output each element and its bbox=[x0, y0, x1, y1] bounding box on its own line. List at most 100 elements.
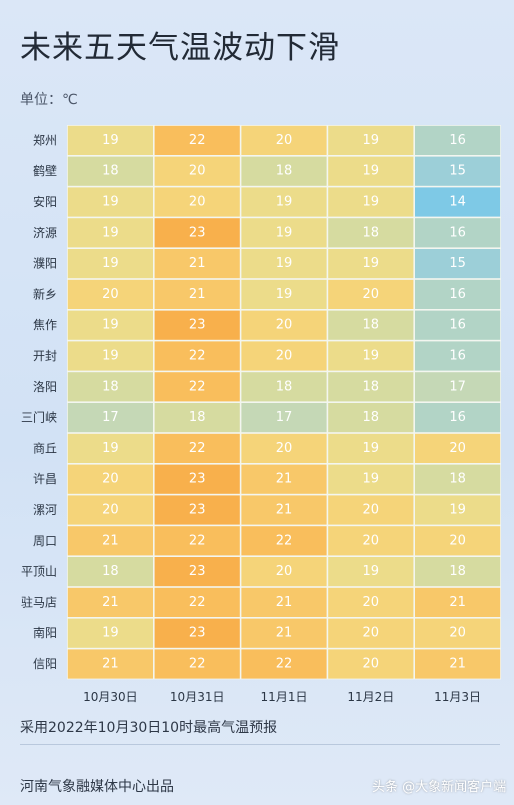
heatmap-cell bbox=[241, 125, 327, 155]
heatmap-cell bbox=[67, 341, 153, 371]
cell-value-label: 19 bbox=[102, 133, 119, 148]
cell-value-label: 19 bbox=[102, 626, 119, 641]
cell-value-label: 19 bbox=[102, 256, 119, 271]
heatmap-cell bbox=[241, 587, 327, 617]
cell-value-label: 19 bbox=[363, 164, 380, 179]
cell-value-label: 20 bbox=[363, 503, 380, 518]
heatmap-cell bbox=[154, 279, 240, 309]
heatmap-cell bbox=[415, 279, 501, 309]
cell-value-label: 19 bbox=[363, 195, 380, 210]
cell-value-label: 20 bbox=[276, 564, 293, 579]
heatmap-cell bbox=[154, 187, 240, 217]
cell-value-label: 19 bbox=[363, 564, 380, 579]
heatmap-cell bbox=[241, 649, 327, 679]
heatmap-cell bbox=[154, 495, 240, 525]
cell-value-label: 19 bbox=[449, 503, 466, 518]
heatmap-cell bbox=[328, 249, 414, 279]
cell-value-label: 20 bbox=[276, 318, 293, 333]
heatmap-cell bbox=[328, 403, 414, 433]
heatmap-cell bbox=[328, 649, 414, 679]
heatmap-cell bbox=[67, 187, 153, 217]
heatmap-cell bbox=[154, 156, 240, 186]
cell-value-label: 22 bbox=[189, 595, 206, 610]
heatmap-cell bbox=[415, 464, 501, 494]
cell-value-label: 18 bbox=[363, 318, 380, 333]
cell-value-label: 16 bbox=[449, 318, 466, 333]
cell-value-label: 20 bbox=[363, 287, 380, 302]
cell-value-label: 19 bbox=[363, 472, 380, 487]
cell-value-label: 20 bbox=[449, 441, 466, 456]
heatmap-cell bbox=[328, 618, 414, 648]
cell-value-label: 17 bbox=[102, 410, 119, 425]
cell-value-label: 19 bbox=[363, 349, 380, 364]
cell-value-label: 17 bbox=[276, 410, 293, 425]
row-label: 洛阳 bbox=[33, 379, 57, 394]
cell-value-label: 19 bbox=[276, 287, 293, 302]
row-label: 漯河 bbox=[33, 503, 57, 517]
heatmap-cell bbox=[241, 403, 327, 433]
heatmap-cell bbox=[154, 557, 240, 587]
heatmap-cell bbox=[67, 156, 153, 186]
cell-value-label: 23 bbox=[189, 225, 206, 240]
cell-value-label: 14 bbox=[449, 195, 466, 210]
heatmap-cell bbox=[328, 495, 414, 525]
row-label: 濮阳 bbox=[33, 256, 57, 271]
heatmap-cell bbox=[241, 618, 327, 648]
heatmap-cell bbox=[415, 526, 501, 556]
cell-value-label: 20 bbox=[449, 533, 466, 548]
cell-value-label: 18 bbox=[276, 379, 293, 394]
row-label: 开封 bbox=[33, 349, 57, 363]
cell-value-label: 20 bbox=[449, 626, 466, 641]
cell-value-label: 19 bbox=[102, 349, 119, 364]
cell-value-label: 21 bbox=[276, 472, 293, 487]
heatmap-cell bbox=[328, 372, 414, 402]
heatmap-cell bbox=[415, 249, 501, 279]
row-label: 三门峡 bbox=[21, 410, 57, 425]
heatmap-cell bbox=[241, 187, 327, 217]
cell-value-label: 21 bbox=[102, 533, 119, 548]
cell-value-label: 19 bbox=[276, 195, 293, 210]
cell-value-label: 19 bbox=[276, 256, 293, 271]
heatmap-cell bbox=[328, 279, 414, 309]
heatmap-cell bbox=[67, 526, 153, 556]
cell-value-label: 16 bbox=[449, 133, 466, 148]
heatmap-cell bbox=[67, 403, 153, 433]
column-label: 10月31日 bbox=[170, 690, 225, 704]
credit-text: 河南气象融媒体中心出品 bbox=[20, 779, 174, 795]
cell-value-label: 19 bbox=[363, 441, 380, 456]
heatmap-cell bbox=[67, 249, 153, 279]
column-label: 11月2日 bbox=[347, 690, 394, 704]
heatmap-cell bbox=[328, 310, 414, 340]
row-label: 安阳 bbox=[33, 194, 57, 209]
row-label: 郑州 bbox=[33, 132, 57, 147]
heatmap-cell bbox=[154, 433, 240, 463]
cell-value-label: 21 bbox=[102, 595, 119, 610]
heatmap-cell bbox=[328, 557, 414, 587]
row-label: 许昌 bbox=[33, 472, 57, 486]
heatmap-cell bbox=[241, 310, 327, 340]
heatmap-cell bbox=[415, 187, 501, 217]
cell-value-label: 23 bbox=[189, 564, 206, 579]
column-label: 10月30日 bbox=[83, 690, 138, 704]
cell-value-label: 16 bbox=[449, 349, 466, 364]
cell-value-label: 21 bbox=[102, 657, 119, 672]
heatmap-cell bbox=[328, 125, 414, 155]
heatmap-cell bbox=[415, 557, 501, 587]
heatmap-cell bbox=[154, 372, 240, 402]
cell-value-label: 22 bbox=[189, 349, 206, 364]
heatmap-cell bbox=[415, 218, 501, 248]
cell-value-label: 19 bbox=[102, 318, 119, 333]
row-label: 平顶山 bbox=[21, 565, 57, 579]
cell-value-label: 23 bbox=[189, 318, 206, 333]
cell-value-label: 18 bbox=[276, 164, 293, 179]
forecast-footnote: 采用2022年10月30日10时最高气温预报 bbox=[20, 720, 278, 736]
heatmap-cell bbox=[415, 341, 501, 371]
heatmap-cell bbox=[241, 372, 327, 402]
page-title: 未来五天气温波动下滑 bbox=[20, 30, 340, 66]
cell-value-label: 20 bbox=[102, 472, 119, 487]
heatmap-cell bbox=[154, 249, 240, 279]
row-label: 周口 bbox=[33, 534, 57, 548]
cell-value-label: 20 bbox=[189, 164, 206, 179]
heatmap-cell bbox=[415, 587, 501, 617]
cell-value-label: 15 bbox=[449, 164, 466, 179]
